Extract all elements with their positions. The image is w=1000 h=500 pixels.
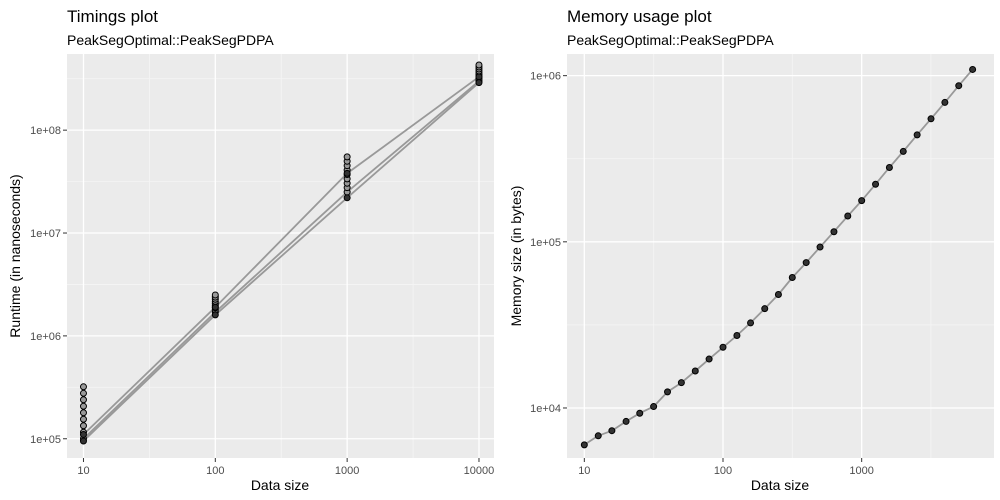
timings-data-point bbox=[79, 415, 87, 423]
timings-data-point bbox=[475, 61, 483, 69]
memory-data-point bbox=[719, 343, 727, 351]
memory-data-point bbox=[858, 197, 866, 205]
memory-grid bbox=[567, 54, 994, 458]
timings-grid bbox=[67, 54, 494, 458]
timings-x-tick-label: 100 bbox=[206, 465, 224, 477]
timings-y-tick-label: 1e+07 bbox=[30, 228, 61, 240]
memory-data-point bbox=[733, 332, 741, 340]
memory-x-axis-label: Data size bbox=[751, 477, 810, 493]
timings-data-point bbox=[211, 303, 219, 311]
timings-data-point bbox=[79, 389, 87, 397]
timings-data-point bbox=[343, 194, 351, 202]
timings-y-tick-label: 1e+06 bbox=[30, 331, 61, 343]
memory-data-point bbox=[885, 164, 893, 172]
timings-x-tick-label: 10000 bbox=[464, 465, 495, 477]
memory-data-point bbox=[677, 379, 685, 387]
memory-data-point bbox=[788, 273, 796, 281]
timings-data-point bbox=[343, 169, 351, 177]
timings-subtitle: PeakSegOptimal::PeakSegPDPA bbox=[67, 32, 274, 48]
memory-y-axis-label: Memory size (in bytes) bbox=[508, 186, 524, 327]
timings-data-point bbox=[475, 79, 483, 87]
memory-data-point bbox=[927, 115, 935, 123]
timings-data-point bbox=[475, 73, 483, 81]
memory-marks bbox=[580, 65, 977, 449]
memory-y-tick-label: 1e+06 bbox=[530, 71, 561, 83]
timings-y-tick-label: 1e+05 bbox=[30, 434, 61, 446]
memory-data-point bbox=[761, 305, 769, 313]
timings-x-tick-label: 10 bbox=[77, 465, 89, 477]
memory-data-point bbox=[955, 82, 963, 90]
memory-data-point bbox=[747, 319, 755, 327]
timings-data-point bbox=[211, 291, 219, 299]
timings-data-point bbox=[79, 383, 87, 391]
memory-data-point bbox=[899, 147, 907, 155]
timings-title: Timings plot bbox=[67, 7, 158, 26]
memory-axes: 10 100 1000 1e+04 1e+05 1e+06 bbox=[530, 71, 874, 477]
timings-data-point bbox=[343, 153, 351, 161]
memory-data-point bbox=[941, 98, 949, 106]
memory-x-tick-label: 1000 bbox=[849, 465, 873, 477]
memory-data-point bbox=[650, 403, 658, 411]
memory-panel: Memory usage plot PeakSegOptimal::PeakSe… bbox=[508, 7, 994, 493]
timings-data-point bbox=[79, 402, 87, 410]
timings-y-tick-label: 1e+08 bbox=[30, 125, 61, 137]
memory-y-tick-label: 1e+05 bbox=[530, 237, 561, 249]
memory-data-point bbox=[969, 65, 977, 73]
memory-subtitle: PeakSegOptimal::PeakSegPDPA bbox=[567, 32, 774, 48]
timings-series-line bbox=[82, 76, 480, 436]
memory-data-point bbox=[664, 388, 672, 396]
timings-series-line bbox=[82, 80, 480, 440]
timings-x-axis-label: Data size bbox=[251, 477, 310, 493]
timings-y-axis-label: Runtime (in nanoseconds) bbox=[7, 174, 23, 337]
timings-panel: Timings plot PeakSegOptimal::PeakSegPDPA… bbox=[7, 7, 494, 493]
memory-data-point bbox=[636, 409, 644, 417]
timings-data-point bbox=[79, 437, 87, 445]
memory-x-tick-label: 10 bbox=[578, 465, 590, 477]
memory-data-point bbox=[691, 367, 699, 375]
timings-data-point bbox=[79, 396, 87, 404]
memory-y-tick-label: 1e+04 bbox=[530, 403, 561, 415]
memory-data-point bbox=[844, 212, 852, 220]
memory-data-point bbox=[802, 259, 810, 267]
memory-data-point bbox=[913, 131, 921, 139]
timings-data-point bbox=[211, 311, 219, 319]
memory-plot-background bbox=[567, 54, 994, 458]
memory-data-point bbox=[705, 355, 713, 363]
timings-x-tick-label: 1000 bbox=[335, 465, 359, 477]
memory-data-point bbox=[594, 432, 602, 440]
memory-data-point bbox=[622, 417, 630, 425]
memory-data-point bbox=[872, 180, 880, 188]
timings-data-point bbox=[79, 409, 87, 417]
memory-x-tick-label: 100 bbox=[714, 465, 732, 477]
memory-title: Memory usage plot bbox=[567, 7, 712, 26]
memory-data-point bbox=[608, 427, 616, 435]
memory-data-point bbox=[830, 228, 838, 236]
memory-data-point bbox=[580, 441, 588, 449]
memory-data-point bbox=[816, 243, 824, 251]
timings-axes: 10 100 1000 10000 1e+05 1e+06 1e+07 1e+08 bbox=[30, 125, 494, 477]
timings-series-line bbox=[82, 81, 480, 442]
timings-data-point bbox=[79, 422, 87, 430]
memory-data-point bbox=[774, 290, 782, 298]
timings-marks bbox=[79, 61, 483, 445]
timings-data-point bbox=[79, 430, 87, 438]
